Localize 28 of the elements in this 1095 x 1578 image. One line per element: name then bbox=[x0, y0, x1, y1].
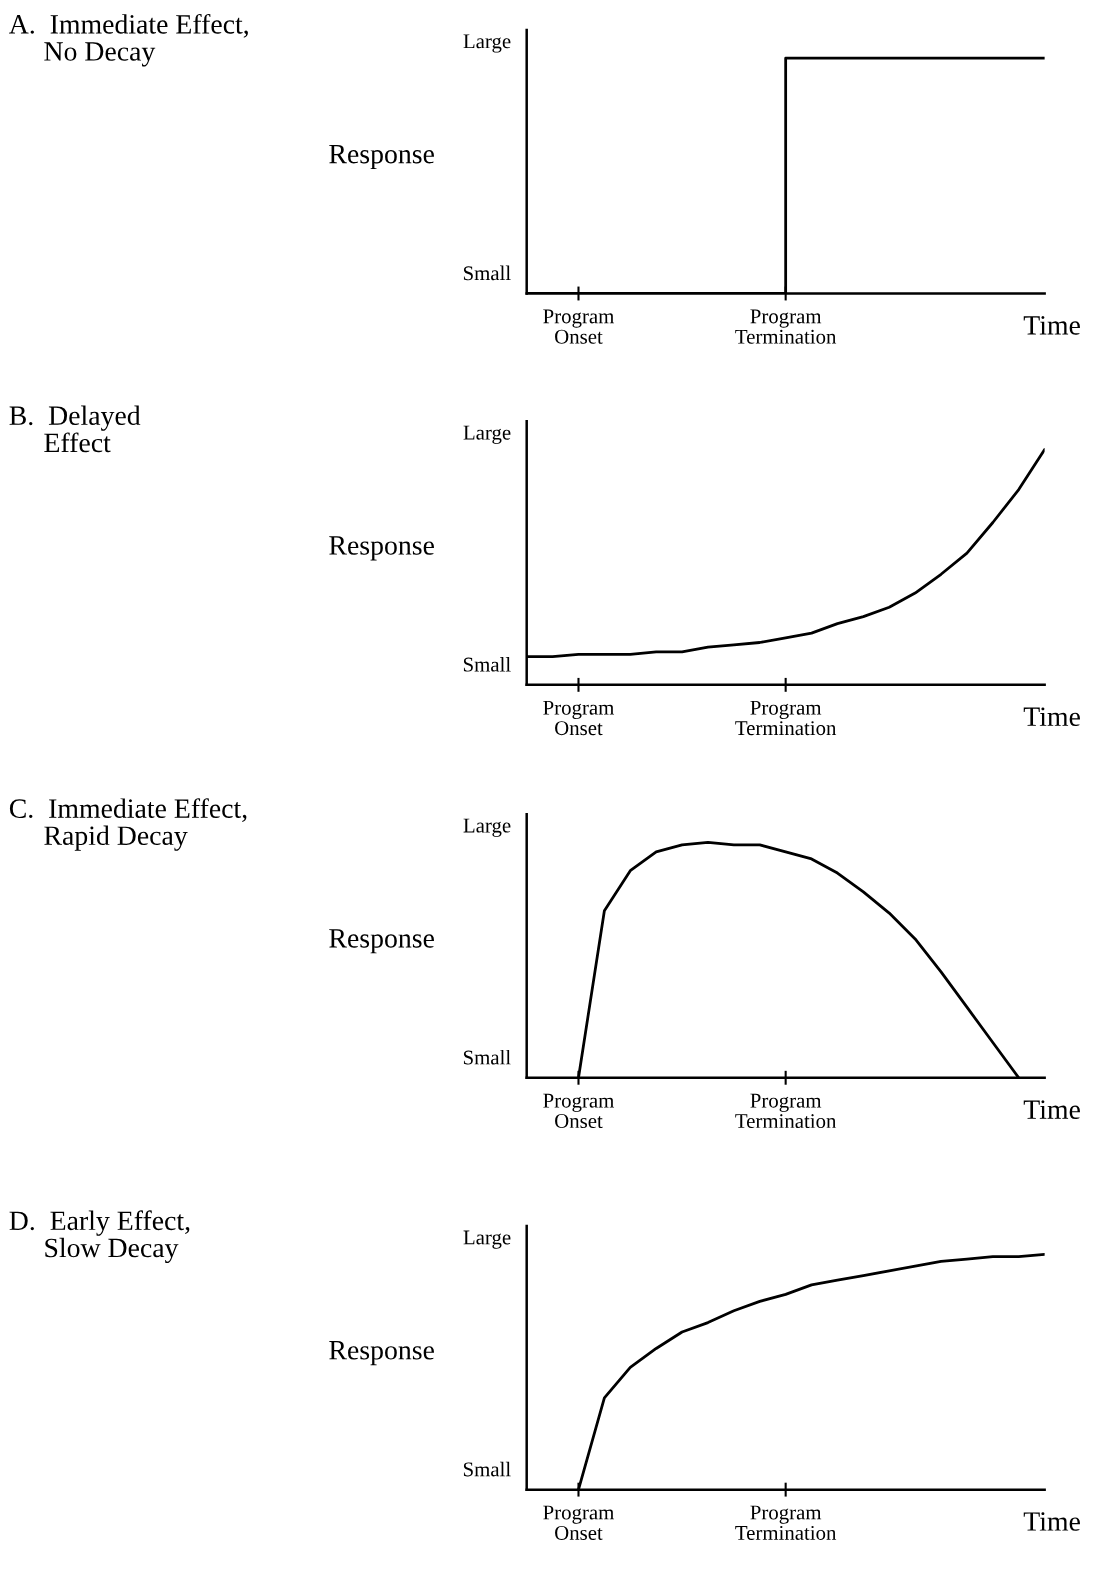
text: C. Immediate Effect, Rapid Decay bbox=[9, 798, 247, 851]
x-axis-title: Time bbox=[1023, 1512, 1080, 1531]
y-axis-title: Response bbox=[329, 536, 434, 561]
x-tick-label: Program Termination bbox=[735, 1093, 837, 1129]
x-axis-title: Time bbox=[1023, 1100, 1080, 1119]
x-tick-label: Program Termination bbox=[735, 1505, 837, 1540]
x-tick-label: Program Onset bbox=[543, 1505, 615, 1540]
text: Small bbox=[463, 1461, 511, 1477]
text: Small bbox=[463, 1049, 511, 1065]
text: B. Delayed Effect bbox=[9, 405, 141, 453]
text: Small bbox=[463, 656, 511, 672]
y-axis-title: Response bbox=[329, 929, 434, 954]
text: D. Early Effect, Slow Decay bbox=[9, 1210, 190, 1264]
x-tick-label: Program Termination bbox=[735, 700, 837, 736]
text: Small bbox=[463, 265, 511, 281]
text: Large bbox=[463, 1230, 511, 1249]
text: Large bbox=[463, 818, 511, 837]
y-axis-title: Response bbox=[329, 1341, 434, 1366]
x-tick-label: Program Onset bbox=[543, 700, 615, 736]
x-tick-label: Program Onset bbox=[543, 309, 615, 344]
text: A. Immediate Effect, No Decay bbox=[9, 13, 248, 67]
text: Large bbox=[463, 34, 511, 53]
x-tick-label: Program Onset bbox=[543, 1093, 615, 1129]
text: Large bbox=[463, 425, 511, 444]
y-axis-title: Response bbox=[329, 144, 434, 170]
x-axis-title: Time bbox=[1023, 707, 1080, 727]
x-axis-title: Time bbox=[1023, 316, 1080, 335]
x-tick-label: Program Termination bbox=[735, 309, 837, 344]
